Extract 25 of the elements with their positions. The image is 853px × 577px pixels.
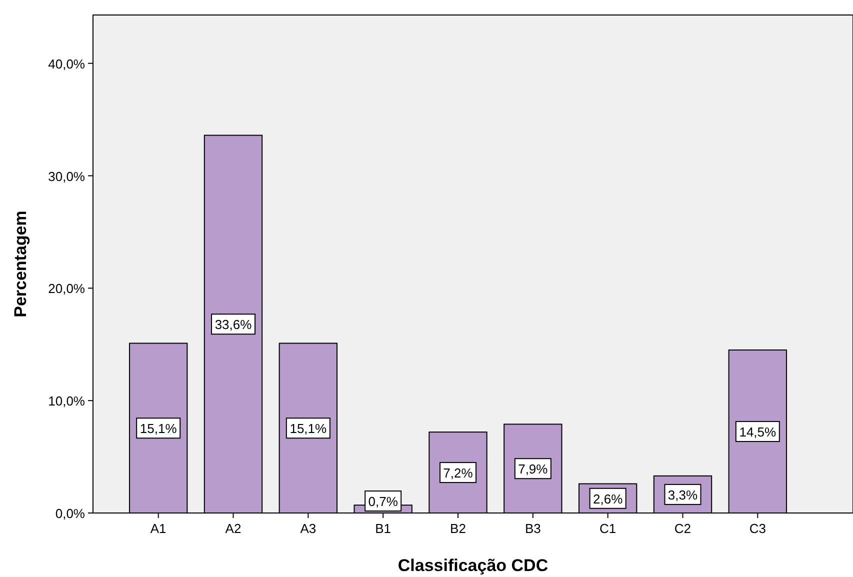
data-label: 33,6% [214, 317, 252, 332]
data-label: 7,2% [443, 466, 474, 481]
x-tick-label: A3 [300, 521, 316, 536]
y-tick-label: 30,0% [48, 168, 86, 184]
data-label: 2,6% [593, 491, 624, 506]
data-label: 3,3% [668, 487, 698, 502]
y-tick-label: 40,0% [48, 56, 86, 72]
data-label: 14,5% [739, 424, 777, 440]
x-tick-label: B3 [524, 521, 541, 536]
x-tick-label: C1 [600, 521, 616, 536]
x-tick-label: A2 [225, 521, 242, 536]
x-axis-title: Classificação CDC [398, 556, 548, 575]
x-tick-label: A1 [150, 521, 166, 536]
data-label: 15,1% [290, 421, 328, 436]
data-label: 15,1% [140, 421, 178, 436]
data-label: 7,9% [518, 462, 548, 477]
x-tick-label: C3 [749, 521, 766, 536]
x-tick-label: B2 [450, 521, 466, 536]
y-tick-label: 0,0% [55, 506, 86, 521]
x-tick-label: B1 [375, 521, 392, 536]
data-label: 0,7% [368, 494, 398, 509]
y-axis-title: Percentagem [11, 210, 30, 318]
y-tick-label: 20,0% [48, 281, 86, 296]
x-tick-label: C2 [674, 521, 692, 536]
y-tick-label: 10,0% [48, 394, 86, 409]
